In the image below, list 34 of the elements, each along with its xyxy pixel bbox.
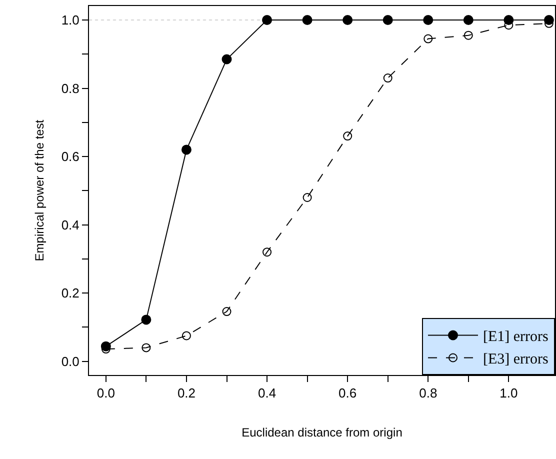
x-axis-title: Euclidean distance from origin xyxy=(242,426,402,440)
legend-label: [E3] errors xyxy=(483,352,549,368)
y-tick-label: 0.0 xyxy=(61,354,80,369)
x-tick-label: 1.0 xyxy=(500,386,518,401)
legend-label: [E1] errors xyxy=(483,329,549,346)
point xyxy=(142,343,151,352)
y-tick-label: 0.8 xyxy=(61,80,80,96)
point xyxy=(343,132,352,141)
point xyxy=(464,30,473,40)
point xyxy=(423,15,434,25)
y-axis-title: Empirical power of the test xyxy=(32,119,47,262)
x-tick-label: 0.6 xyxy=(338,386,357,401)
x-tick-label: 0.8 xyxy=(419,386,438,401)
point xyxy=(222,54,232,64)
point xyxy=(222,307,232,316)
x-tick-label: 0.2 xyxy=(177,386,196,401)
point xyxy=(342,15,353,25)
point xyxy=(181,144,192,155)
y-tick-label: 0.6 xyxy=(61,149,80,164)
point xyxy=(382,15,393,25)
x-tick-label: 0.4 xyxy=(258,386,276,401)
x-tick-label: 0.0 xyxy=(96,386,115,401)
point xyxy=(302,193,312,202)
point xyxy=(383,74,392,83)
y-tick-label: 0.4 xyxy=(61,217,80,232)
y-tick-label: 0.2 xyxy=(61,286,80,301)
point xyxy=(463,15,474,25)
point xyxy=(141,314,152,325)
point xyxy=(262,248,272,257)
point xyxy=(302,15,312,25)
point xyxy=(424,34,433,44)
y-tick-label: 1.0 xyxy=(61,12,80,28)
point xyxy=(262,15,272,25)
point xyxy=(182,331,191,340)
